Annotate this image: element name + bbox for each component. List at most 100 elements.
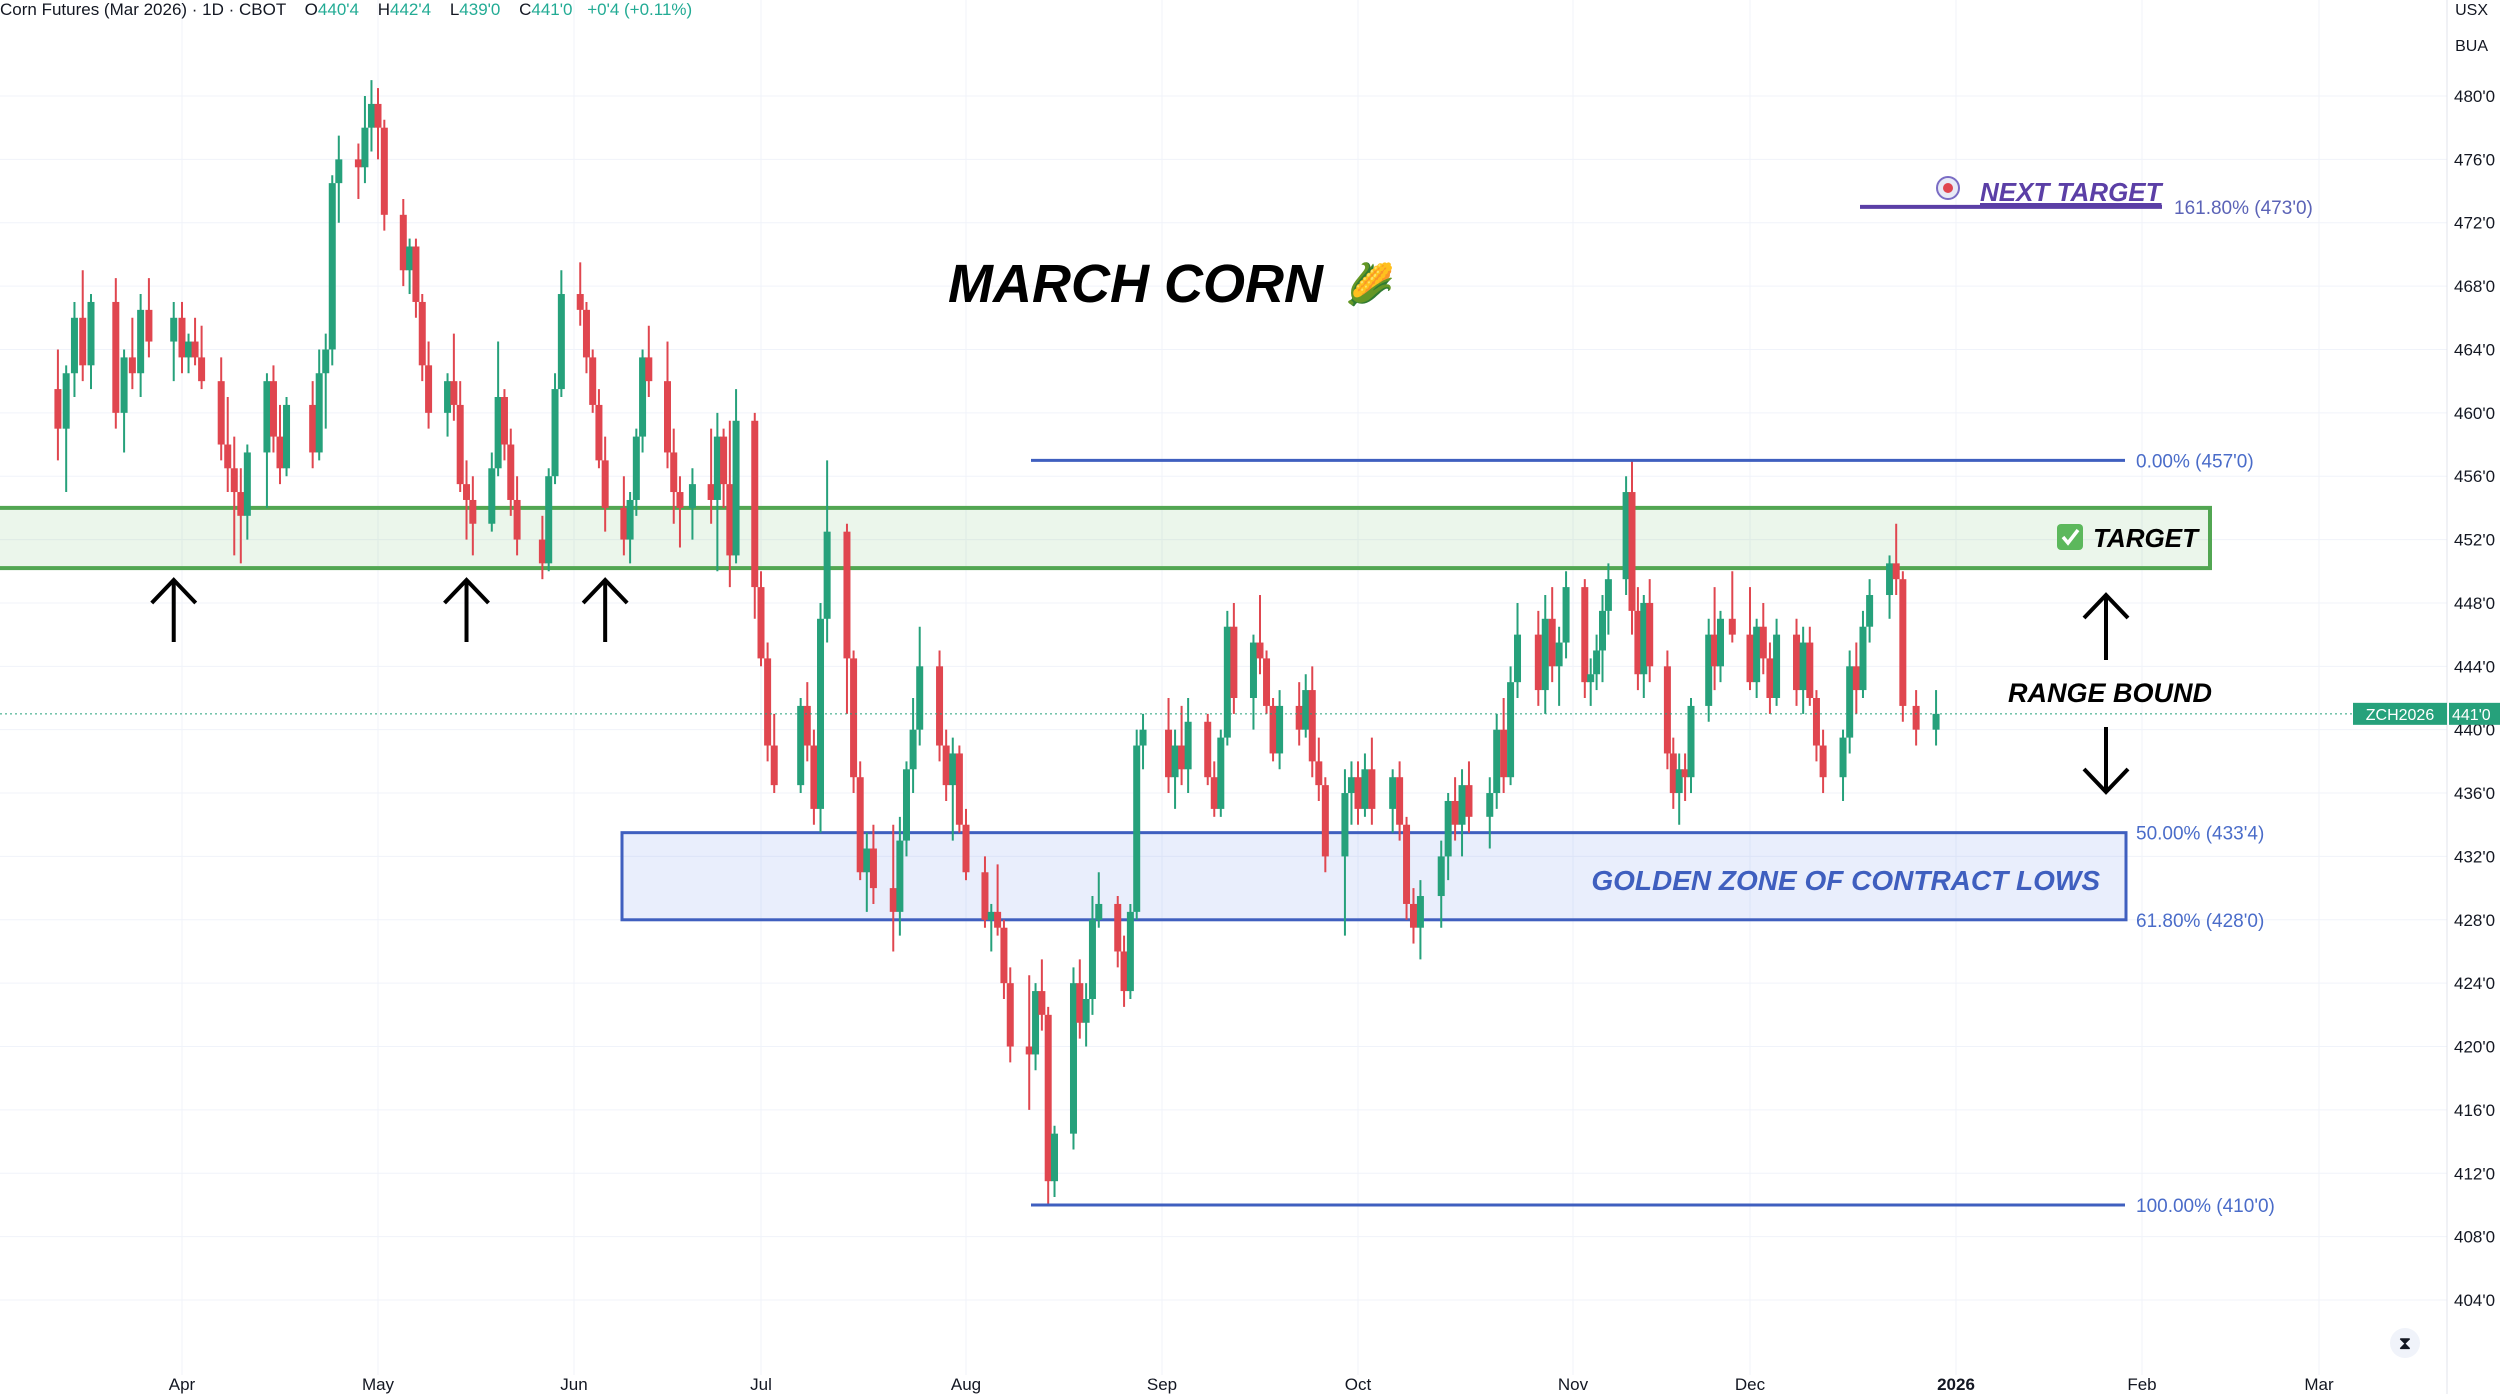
support-arrow-head xyxy=(581,577,629,605)
candle-body xyxy=(1932,713,1940,730)
candle-body xyxy=(688,484,696,508)
time-tick-label: Dec xyxy=(1735,1375,1766,1394)
candle-body xyxy=(803,705,811,746)
range-down-arrowhead-icon xyxy=(2082,767,2130,795)
symbol-header[interactable]: Corn Futures (Mar 2026) · 1D · CBOT O440… xyxy=(0,0,692,20)
candle-body xyxy=(909,729,917,770)
candle-body xyxy=(1249,642,1257,698)
candle-body xyxy=(1486,793,1494,817)
candle-body xyxy=(230,468,238,493)
candle-body xyxy=(557,294,565,390)
candle-body xyxy=(1886,563,1894,596)
price-tag-symbol-bg xyxy=(2353,702,2447,725)
price-tick-label: 456'0 xyxy=(2454,467,2495,486)
candle-body xyxy=(639,357,647,437)
candle-body xyxy=(406,246,414,271)
candle-body xyxy=(1263,658,1271,706)
candle-body xyxy=(322,349,330,374)
candle-body xyxy=(589,357,597,405)
chart-title: MARCH CORN xyxy=(948,254,1324,314)
timer-icon[interactable]: ⧗ xyxy=(2390,1328,2420,1358)
candle-body xyxy=(1687,705,1695,778)
candle-body xyxy=(1210,777,1218,809)
candle-body xyxy=(869,848,877,889)
candle-body xyxy=(1622,492,1630,580)
candle-body xyxy=(1669,753,1677,794)
candle-body xyxy=(224,444,232,469)
candle-body xyxy=(1839,737,1847,778)
candle-body xyxy=(198,357,206,382)
candle-body xyxy=(645,357,653,382)
support-arrow-head xyxy=(150,577,198,605)
candle-body xyxy=(1315,761,1323,786)
candle-body xyxy=(507,444,515,500)
candle-body xyxy=(412,246,420,302)
time-tick-label: May xyxy=(362,1375,395,1394)
candle-body xyxy=(120,357,128,413)
candle-body xyxy=(399,214,407,271)
price-tick-label: 436'0 xyxy=(2454,784,2495,803)
candle-body xyxy=(632,436,640,500)
candle-body xyxy=(1114,903,1122,952)
candle-body xyxy=(354,159,362,168)
candle-body xyxy=(1500,729,1508,778)
price-tick-label: 440'0 xyxy=(2454,721,2495,740)
price-tick-label: 452'0 xyxy=(2454,531,2495,550)
candle-body xyxy=(361,127,369,168)
candle-body xyxy=(713,436,721,500)
candle-body xyxy=(1126,911,1134,992)
candle-body xyxy=(1555,642,1563,667)
candle-body xyxy=(263,381,271,453)
price-tick-label: 408'0 xyxy=(2454,1228,2495,1247)
candle-body xyxy=(1675,769,1683,794)
price-tag-value-bg xyxy=(2449,702,2500,725)
high-label: H xyxy=(377,0,390,19)
candle-body xyxy=(1507,682,1515,778)
time-tick-label: Jun xyxy=(560,1375,587,1394)
candle-body xyxy=(1044,1014,1052,1182)
candle-body xyxy=(1302,690,1310,730)
change-value: +0'4 (+0.11%) xyxy=(587,0,693,19)
candle-body xyxy=(1082,999,1090,1023)
candle-body xyxy=(1276,705,1284,754)
candle-body xyxy=(843,531,851,659)
range-bound-annotation: RANGE BOUND xyxy=(2008,592,2212,795)
candle-body xyxy=(1403,824,1411,904)
candle-body xyxy=(1806,642,1814,698)
price-tick-label: 428'0 xyxy=(2454,911,2495,930)
candle-body xyxy=(1458,785,1466,825)
candle-body xyxy=(981,872,989,920)
time-axis[interactable]: Apr May Jun Jul Aug Sep Oct Nov Dec 2026 Feb Mar xyxy=(169,1375,2334,1394)
candle-body xyxy=(595,404,603,461)
candle-body xyxy=(1165,729,1173,778)
price-tick-label: 412'0 xyxy=(2454,1164,2495,1183)
candle-body xyxy=(1581,587,1589,683)
close-label: C xyxy=(519,0,532,19)
candle-body xyxy=(1171,745,1179,778)
candle-body xyxy=(469,499,477,524)
candle-body xyxy=(1604,579,1612,611)
candle-body xyxy=(1717,618,1724,667)
fib-label: 161.80% (473'0) xyxy=(2174,198,2313,219)
candle-body xyxy=(1640,602,1648,675)
candle-body xyxy=(576,294,584,310)
currency-unit-secondary[interactable]: BUA xyxy=(2455,38,2488,55)
candle-body xyxy=(1728,618,1736,635)
price-axis[interactable]: 480'0 476'0 472'0 468'0 464'0 460'0 456'0 452'0… xyxy=(2454,87,2495,1310)
candle-body xyxy=(1088,919,1096,999)
candle-body xyxy=(1852,666,1860,691)
currency-unit[interactable]: USX xyxy=(2455,2,2488,19)
candle-body xyxy=(1681,769,1689,778)
candle-body xyxy=(1493,729,1501,794)
candle-body xyxy=(1846,666,1854,738)
candle-body xyxy=(1746,634,1754,683)
candle-body xyxy=(1038,991,1046,1015)
candle-body xyxy=(185,341,193,358)
candle-body xyxy=(170,317,178,342)
price-tag-value: 441'0 xyxy=(2452,707,2491,724)
candle-body xyxy=(1705,634,1713,706)
candle-body xyxy=(889,888,897,912)
corn-emoji: 🌽 xyxy=(1345,260,1395,308)
candle-body xyxy=(237,492,245,516)
